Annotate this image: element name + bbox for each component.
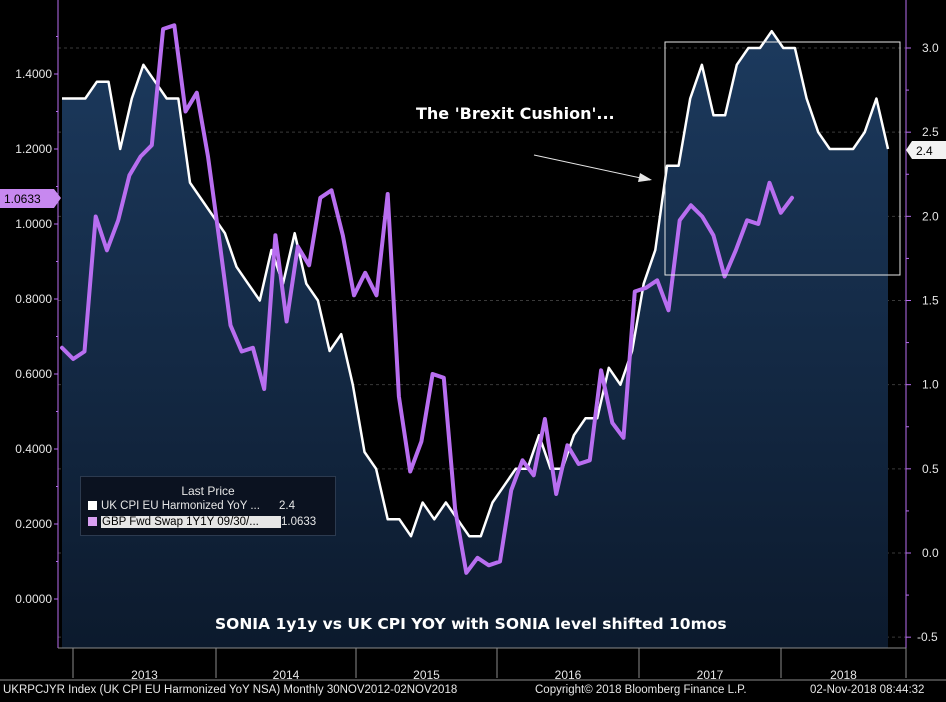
legend-label-cpi: UK CPI EU Harmonized YoY ... (101, 500, 260, 512)
left-last-price-tag-text: 1.0633 (4, 192, 41, 206)
legend-title: Last Price (181, 484, 235, 498)
legend-entry-swap: GBP Fwd Swap 1Y1Y 09/30/... 1.0633 (88, 516, 316, 528)
annotation-arrowhead (638, 173, 652, 182)
year-label-2017: 2017 (697, 668, 724, 682)
series-line-swap (60, 23, 794, 575)
plot-marks (60, 23, 890, 575)
right-tick-label-6: 2.5 (922, 125, 939, 139)
legend: Last Price UK CPI EU Harmonized YoY ... 2… (80, 476, 336, 536)
left-tick-label-2: 0.4000 (15, 442, 52, 456)
year-label-2014: 2014 (273, 668, 300, 682)
right-tick-label-2: 0.5 (922, 462, 939, 476)
brexit-cushion-box (664, 41, 901, 276)
footer-copyright: Copyright© 2018 Bloomberg Finance L.P. (535, 684, 747, 696)
annotation-arrow (533, 154, 651, 181)
left-tick-label-6: 1.2000 (15, 142, 52, 156)
right-tick-label-4: 1.5 (922, 294, 939, 308)
left-tick-label-3: 0.6000 (15, 367, 52, 381)
left-tick-label-4: 0.8000 (15, 292, 52, 306)
left-tick-label-5: 1.0000 (15, 217, 52, 231)
legend-value-cpi: 2.4 (279, 500, 295, 512)
footer-timestamp: 02-Nov-2018 08:44:32 (810, 684, 925, 696)
last-price-tags: 1.0633 2.4 (0, 141, 946, 208)
brexit-cushion-label: The 'Brexit Cushion'... (416, 104, 615, 123)
right-tick-label-3: 1.0 (922, 378, 939, 392)
footer-series-info: UKRPCJYR Index (UK CPI EU Harmonized YoY… (3, 684, 458, 696)
left-last-price-tag (0, 189, 61, 208)
legend-entry-cpi: UK CPI EU Harmonized YoY ... 2.4 (88, 500, 295, 512)
axes: 0.0000 0.2000 0.4000 0.6000 0.8000 1.0000 1.20… (0, 0, 946, 682)
legend-value-swap: 1.0633 (281, 516, 317, 528)
right-tick-label-1: 0.0 (922, 546, 939, 560)
legend-swatch-cpi (88, 501, 97, 510)
year-label-2018: 2018 (830, 668, 857, 682)
left-tick-label-7: 1.4000 (15, 67, 52, 81)
right-last-price-tag (906, 141, 946, 159)
year-label-2013: 2013 (131, 668, 158, 682)
chart-caption: SONIA 1y1y vs UK CPI YOY with SONIA leve… (215, 615, 727, 633)
legend-swatch-swap (88, 517, 97, 526)
right-tick-label-0: -0.5 (917, 630, 938, 644)
right-tick-label-5: 2.0 (922, 209, 939, 223)
right-last-price-tag-text: 2.4 (916, 144, 933, 158)
cpi-area-fill (62, 31, 888, 648)
year-label-2016: 2016 (555, 668, 582, 682)
left-tick-label-1: 0.2000 (15, 517, 52, 531)
series-line-cpi (62, 29, 890, 538)
left-tick-label-0: 0.0000 (15, 592, 52, 606)
legend-label-swap: GBP Fwd Swap 1Y1Y 09/30/... (101, 516, 281, 528)
year-label-2015: 2015 (413, 668, 440, 682)
right-tick-label-7: 3.0 (922, 41, 939, 55)
